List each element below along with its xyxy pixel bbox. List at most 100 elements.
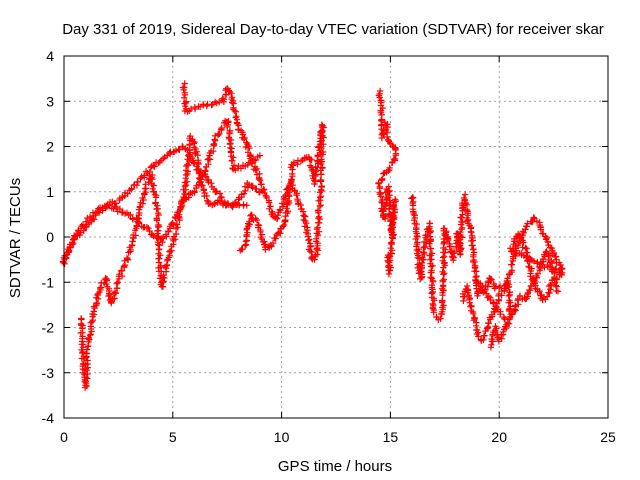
data-point bbox=[508, 267, 516, 274]
data-point bbox=[178, 198, 185, 205]
data-point bbox=[200, 101, 207, 109]
data-point bbox=[68, 241, 76, 248]
data-point bbox=[79, 348, 86, 356]
data-point bbox=[128, 242, 136, 249]
data-point bbox=[180, 86, 187, 93]
data-point bbox=[287, 185, 294, 192]
data-point bbox=[256, 177, 264, 184]
data-point bbox=[134, 178, 141, 186]
data-point bbox=[182, 99, 190, 107]
data-point bbox=[118, 272, 126, 280]
data-point bbox=[280, 221, 288, 229]
data-point bbox=[241, 183, 249, 190]
data-point bbox=[191, 188, 198, 195]
data-point bbox=[542, 233, 549, 240]
data-point bbox=[534, 270, 542, 277]
data-point bbox=[508, 261, 515, 268]
data-point bbox=[118, 267, 126, 274]
data-point bbox=[216, 190, 224, 197]
y-tick-label: -4 bbox=[42, 410, 55, 426]
chart-title: Day 331 of 2019, Sidereal Day-to-day VTE… bbox=[62, 21, 604, 38]
data-point bbox=[112, 200, 119, 207]
data-point bbox=[213, 188, 220, 195]
data-point bbox=[477, 283, 485, 291]
data-point bbox=[308, 248, 315, 256]
data-point bbox=[274, 212, 282, 219]
data-point bbox=[501, 285, 508, 292]
data-point bbox=[218, 124, 225, 132]
data-markers bbox=[59, 80, 566, 391]
data-point bbox=[380, 170, 387, 177]
data-point bbox=[376, 94, 383, 101]
data-point bbox=[505, 292, 512, 300]
data-point bbox=[471, 268, 478, 275]
data-point bbox=[176, 146, 183, 153]
data-point bbox=[481, 332, 488, 339]
data-point bbox=[181, 190, 189, 198]
data-point bbox=[224, 123, 231, 130]
data-point bbox=[248, 159, 256, 166]
data-point bbox=[227, 136, 235, 144]
data-point bbox=[317, 176, 325, 184]
data-point bbox=[160, 271, 167, 279]
x-tick-label: 10 bbox=[274, 429, 290, 445]
data-point bbox=[307, 242, 314, 250]
data-point bbox=[430, 309, 437, 316]
data-point bbox=[522, 244, 529, 252]
data-point bbox=[150, 182, 157, 189]
data-point bbox=[241, 134, 248, 142]
data-point bbox=[408, 195, 415, 202]
data-point bbox=[258, 181, 265, 188]
data-point bbox=[412, 235, 419, 243]
data-point bbox=[547, 281, 554, 288]
data-point bbox=[258, 231, 266, 238]
data-point bbox=[150, 162, 157, 169]
data-point bbox=[464, 289, 471, 296]
data-point bbox=[410, 210, 417, 218]
data-point bbox=[416, 255, 423, 262]
data-point bbox=[544, 238, 551, 245]
data-point bbox=[298, 205, 305, 212]
data-point bbox=[216, 198, 223, 205]
data-point bbox=[313, 235, 320, 242]
data-point bbox=[551, 265, 559, 273]
data-point bbox=[392, 196, 399, 203]
data-point bbox=[556, 266, 563, 274]
data-point bbox=[427, 274, 434, 281]
data-point bbox=[440, 253, 448, 260]
data-point bbox=[83, 346, 91, 353]
data-point bbox=[112, 203, 119, 210]
data-point bbox=[550, 249, 558, 257]
data-point bbox=[147, 175, 154, 182]
data-point bbox=[153, 215, 161, 223]
data-point bbox=[462, 191, 469, 198]
y-tick-label: 1 bbox=[46, 184, 54, 200]
data-point bbox=[93, 300, 101, 307]
data-point bbox=[390, 156, 397, 163]
data-point bbox=[160, 155, 167, 162]
data-point bbox=[473, 272, 480, 280]
data-point bbox=[153, 205, 160, 213]
data-point bbox=[216, 130, 223, 137]
data-point bbox=[105, 292, 112, 300]
data-point bbox=[381, 169, 388, 176]
y-tick-label: 0 bbox=[46, 229, 54, 245]
data-point bbox=[229, 202, 237, 209]
data-point bbox=[488, 276, 495, 283]
data-point bbox=[544, 293, 551, 300]
data-point bbox=[228, 90, 235, 97]
data-point bbox=[256, 152, 264, 159]
data-point bbox=[440, 302, 447, 309]
y-tick-label: 4 bbox=[46, 48, 54, 64]
data-point bbox=[283, 205, 290, 212]
data-point bbox=[261, 189, 268, 197]
data-point bbox=[114, 279, 121, 286]
data-point bbox=[446, 243, 453, 250]
data-point bbox=[294, 160, 301, 168]
data-point bbox=[316, 203, 323, 210]
y-tick-label: -1 bbox=[42, 274, 55, 290]
data-point bbox=[198, 181, 205, 189]
data-point bbox=[249, 184, 256, 191]
data-point bbox=[385, 188, 392, 195]
data-point bbox=[173, 221, 181, 228]
